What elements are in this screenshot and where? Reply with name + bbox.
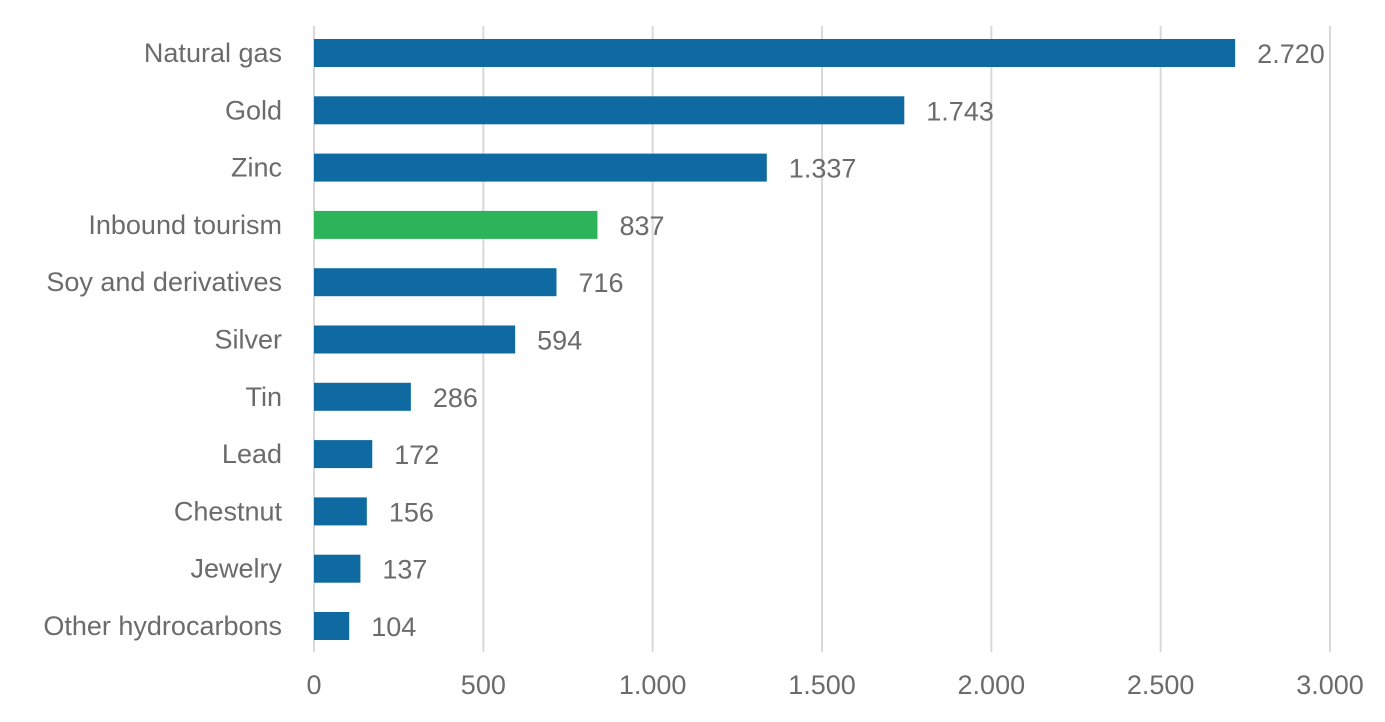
value-label: 594	[537, 326, 582, 356]
value-label: 286	[433, 383, 478, 413]
value-label: 2.720	[1257, 39, 1325, 69]
bar	[314, 210, 598, 239]
bar	[314, 497, 367, 526]
bar	[314, 268, 557, 297]
bar	[314, 382, 411, 411]
x-tick-label: 1.000	[619, 670, 687, 700]
value-label: 104	[371, 612, 416, 642]
value-label: 137	[382, 555, 427, 585]
category-label: Soy and derivatives	[46, 267, 282, 297]
bar	[314, 153, 767, 182]
value-label: 716	[578, 268, 623, 298]
value-label: 1.337	[789, 154, 857, 184]
category-label: Silver	[214, 325, 282, 355]
x-tick-label: 500	[461, 670, 506, 700]
bar	[314, 440, 373, 469]
category-label: Chestnut	[174, 496, 283, 526]
category-label: Zinc	[231, 153, 282, 183]
x-axis-tick-labels: 0 500 1.000 1.500 2.000 2.500 3.000	[306, 670, 1363, 700]
value-labels: 2.720 1.743 1.337 837 716 594 286 172 156 137 104	[371, 39, 1325, 642]
bar	[314, 96, 905, 125]
category-label: Tin	[245, 382, 282, 412]
x-tick-label: 3.000	[1296, 670, 1364, 700]
category-labels: Natural gas Gold Zinc Inbound tourism Soy an…	[43, 38, 282, 641]
category-label: Inbound tourism	[88, 210, 282, 240]
x-tick-label: 0	[306, 670, 321, 700]
bar	[314, 325, 516, 354]
bar	[314, 554, 361, 583]
bars	[314, 39, 1236, 640]
bar	[314, 39, 1236, 67]
x-tick-label: 2.000	[958, 670, 1026, 700]
category-label: Other hydrocarbons	[43, 611, 282, 641]
gridlines	[313, 26, 1331, 652]
x-tick-label: 1.500	[788, 670, 856, 700]
category-label: Natural gas	[144, 38, 282, 68]
category-label: Jewelry	[190, 554, 282, 584]
value-label: 156	[389, 497, 434, 527]
category-label: Lead	[222, 439, 282, 469]
value-label: 837	[619, 211, 664, 241]
value-label: 172	[394, 440, 439, 470]
bar	[314, 612, 350, 640]
x-tick-label: 2.500	[1127, 670, 1195, 700]
value-label: 1.743	[926, 96, 994, 126]
category-label: Gold	[225, 95, 282, 125]
